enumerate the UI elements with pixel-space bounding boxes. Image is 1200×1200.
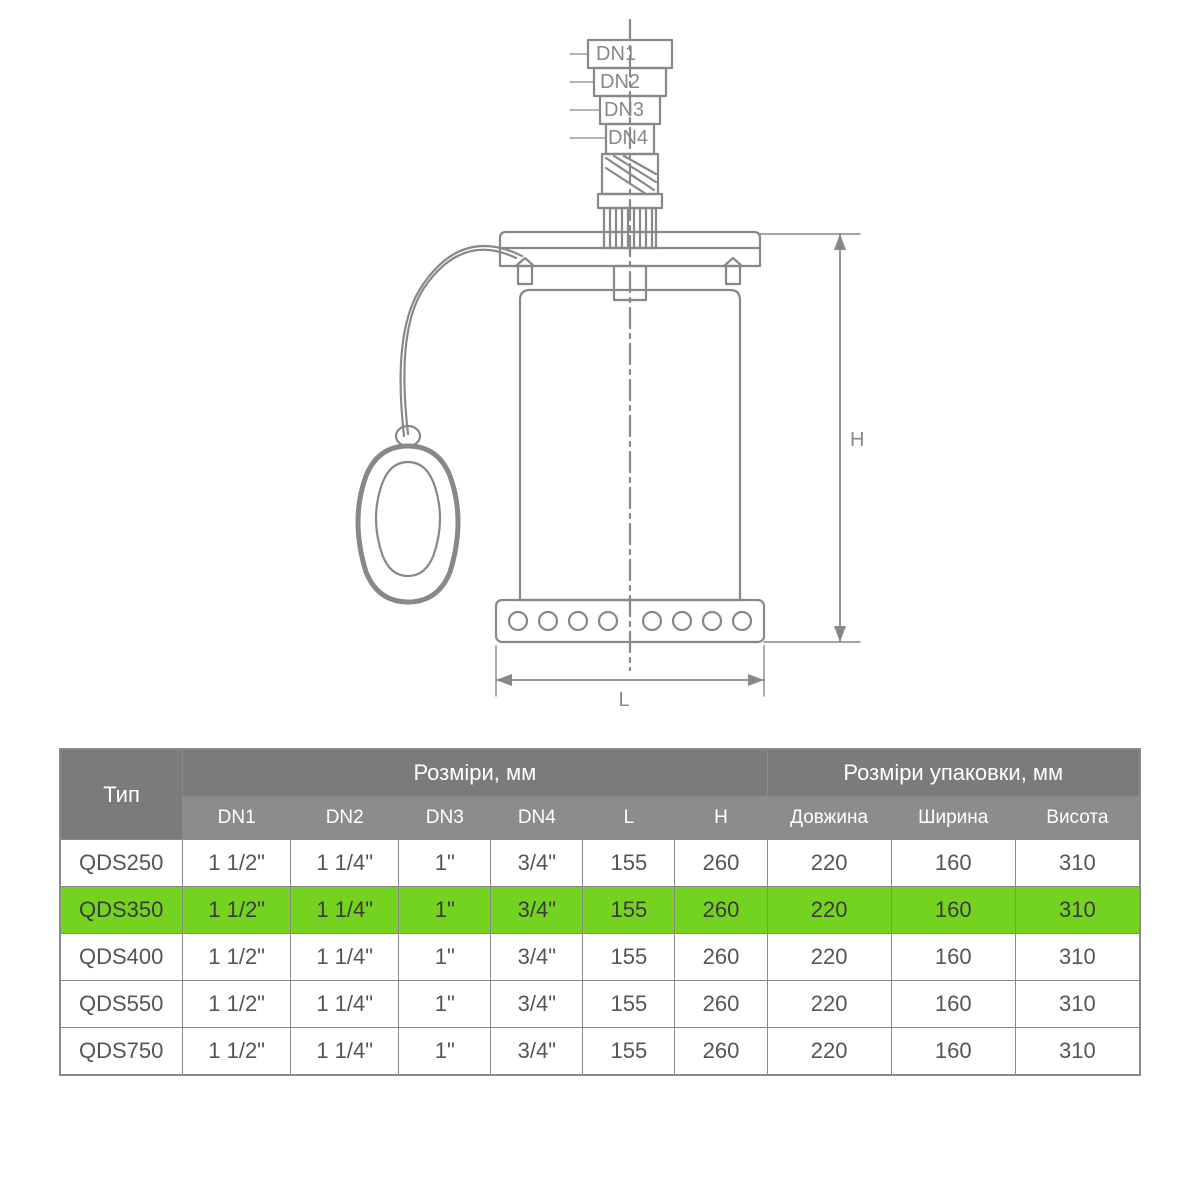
cell: 155 [583,934,675,981]
cell: 1 1/2" [183,840,291,887]
cell: 1 1/2" [183,981,291,1028]
cell: 1" [399,934,491,981]
cell: 260 [675,887,767,934]
cell: 155 [583,1028,675,1075]
cell: 310 [1015,840,1139,887]
cell: 260 [675,934,767,981]
col-dn4: DN4 [491,797,583,840]
cell: 1" [399,887,491,934]
cell: 220 [767,840,891,887]
h-label: H [850,429,864,451]
cell: 1 1/4" [291,981,399,1028]
cell: 155 [583,840,675,887]
cell: 1" [399,981,491,1028]
pump-diagram: DN1 DN2 DN3 DN4 H L [50,0,1150,730]
cell: 220 [767,1028,891,1075]
cell: 220 [767,887,891,934]
cell: 1 1/2" [183,1028,291,1075]
cell: 310 [1015,1028,1139,1075]
cell: 160 [891,934,1015,981]
cell: 155 [583,887,675,934]
cell: 160 [891,887,1015,934]
col-l: L [583,797,675,840]
cell: 1 1/2" [183,887,291,934]
cell: 220 [767,934,891,981]
col-ph: Висота [1015,797,1139,840]
col-dn2: DN2 [291,797,399,840]
cell: QDS250 [61,840,183,887]
cell: 160 [891,840,1015,887]
cell: 260 [675,981,767,1028]
col-dims: Розміри, мм [183,750,767,797]
table-row: QDS3501 1/2"1 1/4"1"3/4"155260220160310 [61,887,1140,934]
dn2-label: DN2 [600,71,640,93]
dn4-label: DN4 [608,127,648,149]
cell: 1 1/4" [291,887,399,934]
cell: 3/4" [491,981,583,1028]
cell: QDS750 [61,1028,183,1075]
col-pw: Ширина [891,797,1015,840]
cell: 3/4" [491,887,583,934]
col-dn1: DN1 [183,797,291,840]
cell: 160 [891,981,1015,1028]
cell: 310 [1015,887,1139,934]
dn1-label: DN1 [596,43,636,65]
cell: 3/4" [491,1028,583,1075]
col-dn3: DN3 [399,797,491,840]
cell: 1 1/4" [291,1028,399,1075]
l-label: L [618,689,629,711]
cell: 1 1/4" [291,840,399,887]
col-pack: Розміри упаковки, мм [767,750,1139,797]
cell: QDS350 [61,887,183,934]
cell: 310 [1015,934,1139,981]
cell: 155 [583,981,675,1028]
dimensions-table: Тип Розміри, мм Розміри упаковки, мм DN1… [59,748,1141,1076]
cell: 1 1/2" [183,934,291,981]
cell: 1 1/4" [291,934,399,981]
cell: 1" [399,1028,491,1075]
col-type: Тип [61,750,183,840]
dn3-label: DN3 [604,99,644,121]
table-row: QDS2501 1/2"1 1/4"1"3/4"155260220160310 [61,840,1140,887]
cell: 310 [1015,981,1139,1028]
table-row: QDS5501 1/2"1 1/4"1"3/4"155260220160310 [61,981,1140,1028]
cell: QDS400 [61,934,183,981]
cell: 3/4" [491,840,583,887]
table-row: QDS4001 1/2"1 1/4"1"3/4"155260220160310 [61,934,1140,981]
cell: 220 [767,981,891,1028]
col-pl: Довжина [767,797,891,840]
table-row: QDS7501 1/2"1 1/4"1"3/4"155260220160310 [61,1028,1140,1075]
cell: 260 [675,1028,767,1075]
col-h: H [675,797,767,840]
cell: 1" [399,840,491,887]
cell: QDS550 [61,981,183,1028]
cell: 3/4" [491,934,583,981]
cell: 260 [675,840,767,887]
cell: 160 [891,1028,1015,1075]
